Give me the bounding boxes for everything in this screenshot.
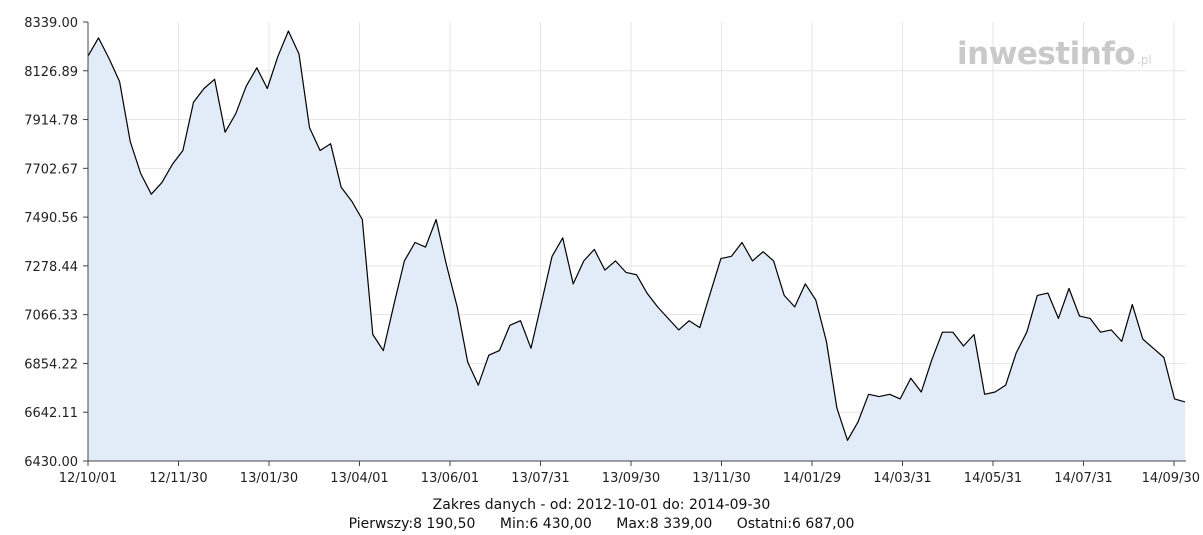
y-tick-label: 6430.00: [24, 455, 78, 470]
stat-min: Min:6 430,00: [499, 516, 592, 532]
x-tick-label: 13/01/30: [240, 471, 298, 486]
y-tick-label: 8126.89: [24, 65, 78, 80]
y-tick-label: 7702.67: [24, 162, 78, 177]
x-tick-label: 14/07/31: [1054, 471, 1112, 486]
stat-last: Ostatni:6 687,00: [736, 516, 855, 532]
x-axis-ticks: 12/10/01 12/11/30 13/01/30 13/04/01 13/06/01…: [59, 471, 1200, 486]
y-tick-label: 7490.56: [24, 211, 78, 226]
watermark-text: inwestinfo: [957, 36, 1135, 72]
y-tick-label: 8339.00: [24, 16, 78, 31]
x-tick-label: 12/10/01: [59, 471, 117, 486]
y-tick-label: 7278.44: [24, 260, 78, 275]
price-line: [87, 30, 1186, 441]
y-tick-label: 7066.33: [24, 309, 78, 324]
x-tick-label: 13/07/31: [511, 471, 569, 486]
y-tick-label: 6642.11: [24, 406, 78, 421]
data-range-caption: Zakres danych - od: 2012-10-01 do: 2014-…: [0, 497, 1203, 513]
x-tick-label: 14/01/29: [783, 471, 841, 486]
x-tick-label: 14/09/30: [1142, 471, 1200, 486]
y-tick-label: 6854.22: [24, 357, 78, 372]
x-tick-label: 13/11/30: [692, 471, 750, 486]
axes: [83, 21, 1186, 466]
watermark-logo: inwestinfo .pl: [957, 36, 1152, 72]
price-chart: 8339.00 8126.89 7914.78 7702.67 7490.56 7278.…: [24, 16, 1200, 486]
stat-first: Pierwszy:8 190,50: [348, 516, 476, 532]
y-tick-label: 7914.78: [24, 114, 78, 129]
x-tick-label: 14/03/31: [873, 471, 931, 486]
watermark-suffix: .pl: [1137, 53, 1152, 67]
x-tick-label: 13/04/01: [330, 471, 388, 486]
x-tick-label: 13/09/30: [602, 471, 660, 486]
range-text: Zakres danych - od: 2012-10-01 do: 2014-…: [432, 497, 771, 513]
stats-caption: Pierwszy:8 190,50 Min:6 430,00 Max:8 339…: [0, 516, 1203, 532]
y-axis-ticks: 8339.00 8126.89 7914.78 7702.67 7490.56 7278.…: [24, 16, 78, 470]
x-tick-label: 13/06/01: [421, 471, 479, 486]
x-tick-label: 12/11/30: [149, 471, 207, 486]
x-tick-label: 14/05/31: [964, 471, 1022, 486]
stat-max: Max:8 339,00: [616, 516, 713, 532]
price-area-fill: [88, 31, 1185, 461]
